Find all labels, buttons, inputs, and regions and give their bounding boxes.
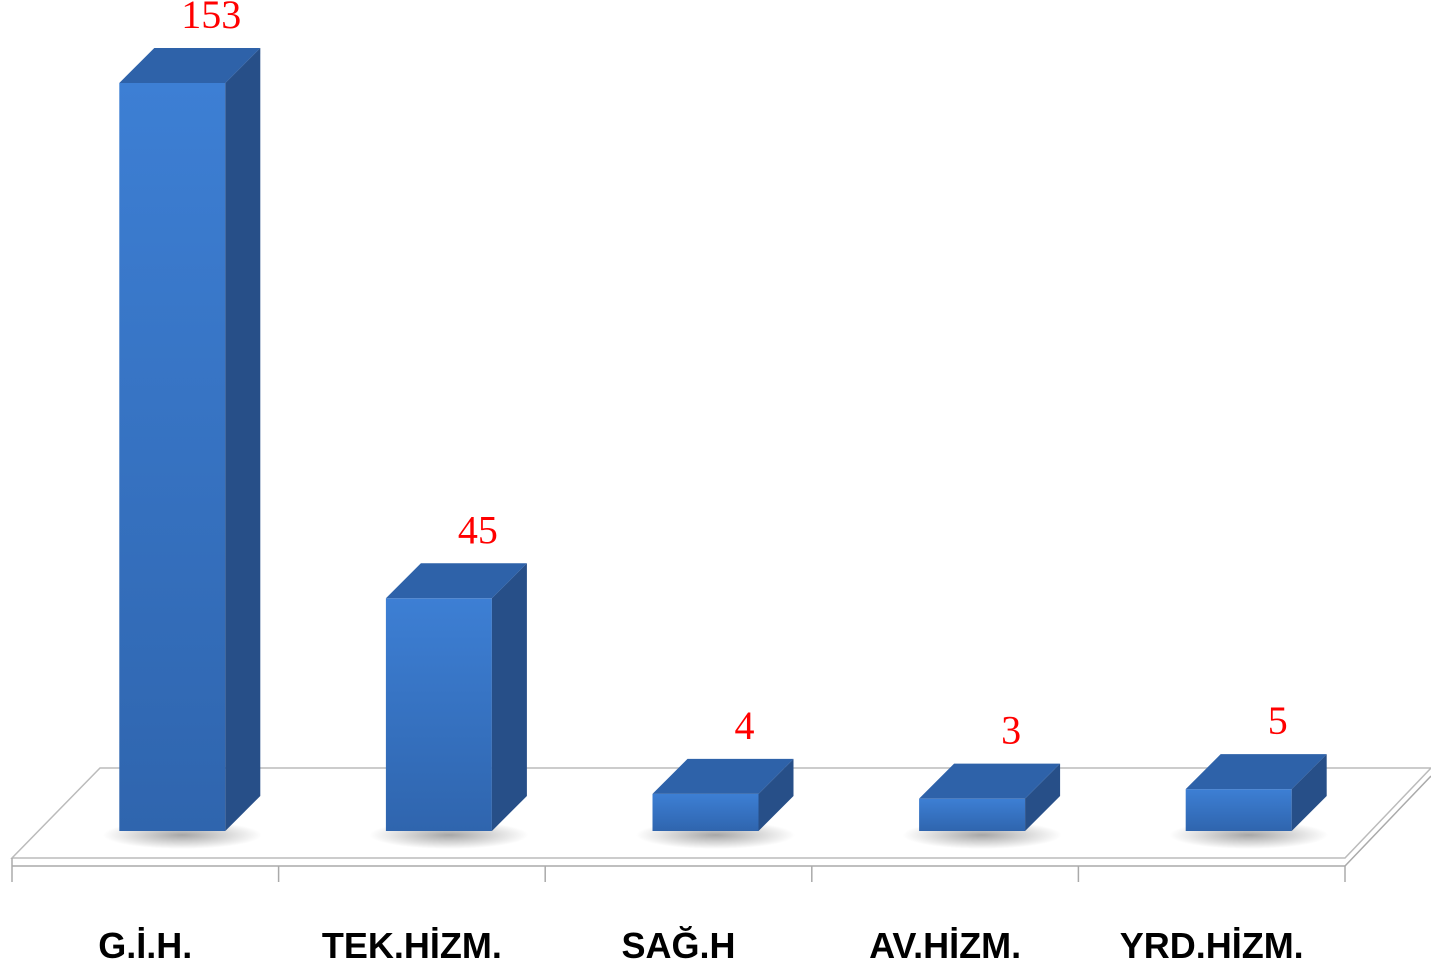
bar-top — [119, 48, 261, 83]
x-tick-label: AV.HİZM. — [869, 925, 1021, 966]
value-label: 3 — [1001, 708, 1021, 753]
value-label: 5 — [1268, 698, 1288, 743]
x-tick-label: G.İ.H. — [98, 925, 192, 966]
bar — [119, 48, 261, 831]
bar-top — [385, 563, 527, 599]
bar-top — [1185, 754, 1327, 790]
bar-front — [385, 598, 492, 831]
bar-top — [652, 758, 794, 794]
bar — [919, 763, 1061, 831]
bar-side — [491, 563, 527, 831]
bar-front — [119, 83, 226, 831]
bar-side — [1025, 763, 1061, 831]
bar-front — [919, 798, 1026, 831]
bar-side — [225, 48, 261, 831]
bar — [652, 758, 794, 831]
x-tick-label: YRD.HİZM. — [1120, 925, 1304, 966]
bar-side — [1291, 754, 1327, 831]
bar — [385, 563, 527, 831]
x-tick-label: TEK.HİZM. — [322, 925, 502, 966]
bar-top — [919, 763, 1061, 799]
value-label: 153 — [181, 0, 241, 37]
bar — [1185, 754, 1327, 831]
value-label: 4 — [735, 703, 755, 748]
bar-side — [758, 758, 794, 831]
x-tick-label: SAĞ.H — [621, 925, 735, 966]
value-label: 45 — [458, 507, 498, 552]
bar-front — [1185, 789, 1292, 831]
bar-front — [652, 793, 759, 831]
